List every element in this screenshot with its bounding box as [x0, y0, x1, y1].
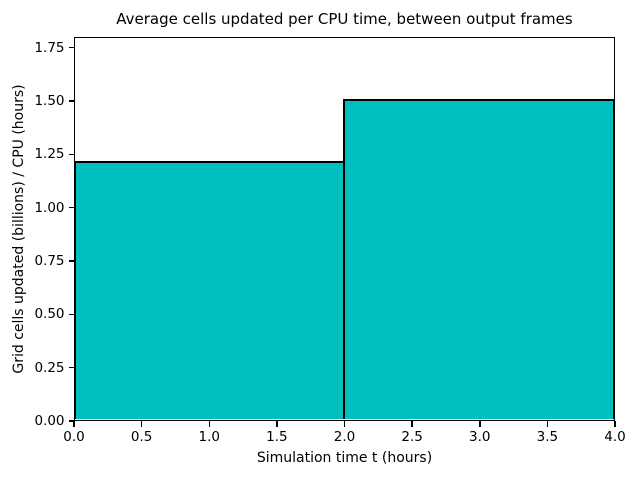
y-tick-label: 0.25 — [34, 359, 65, 376]
x-tick-mark — [411, 421, 413, 427]
y-tick-mark — [68, 366, 74, 369]
y-tick-mark — [68, 46, 74, 49]
x-tick-mark — [73, 421, 75, 427]
y-tick-mark — [68, 260, 74, 262]
y-tick-label: 0.75 — [34, 253, 65, 269]
bar — [74, 160, 345, 420]
x-tick-label: 2.5 — [401, 429, 423, 445]
x-tick-label: 3.0 — [469, 429, 491, 445]
chart-title: Average cells updated per CPU time, betw… — [116, 10, 573, 28]
y-tick-label: 1.00 — [34, 199, 65, 216]
x-tick-mark — [140, 421, 143, 427]
y-tick-label: 0.50 — [34, 306, 65, 323]
y-tick-mark — [68, 313, 74, 316]
bar — [342, 98, 615, 420]
x-tick-mark — [479, 421, 481, 427]
x-tick-label: 0.5 — [130, 429, 153, 445]
y-tick-label: 0.00 — [34, 413, 65, 429]
x-tick-label: 1.5 — [266, 429, 288, 445]
x-tick-label: 4.0 — [604, 429, 626, 445]
y-tick-mark — [68, 153, 74, 156]
y-axis-label: Grid cells updated (billions) / CPU (hou… — [11, 84, 27, 374]
y-tick-label: 1.50 — [34, 93, 65, 109]
x-tick-label: 1.0 — [198, 429, 220, 445]
y-tick-label: 1.25 — [34, 146, 65, 163]
x-tick-mark — [208, 421, 210, 427]
x-tick-label: 2.0 — [333, 429, 356, 445]
y-tick-label: 1.75 — [34, 39, 65, 56]
y-tick-mark — [68, 206, 74, 209]
x-tick-mark — [546, 421, 549, 427]
y-tick-mark — [68, 100, 74, 102]
x-tick-mark — [614, 421, 616, 427]
x-axis-label: Simulation time t (hours) — [256, 450, 433, 466]
x-tick-mark — [276, 421, 278, 427]
y-tick-mark — [68, 420, 74, 422]
x-tick-mark — [343, 421, 346, 427]
x-tick-label: 0.0 — [63, 429, 85, 445]
x-tick-label: 3.5 — [536, 429, 559, 445]
